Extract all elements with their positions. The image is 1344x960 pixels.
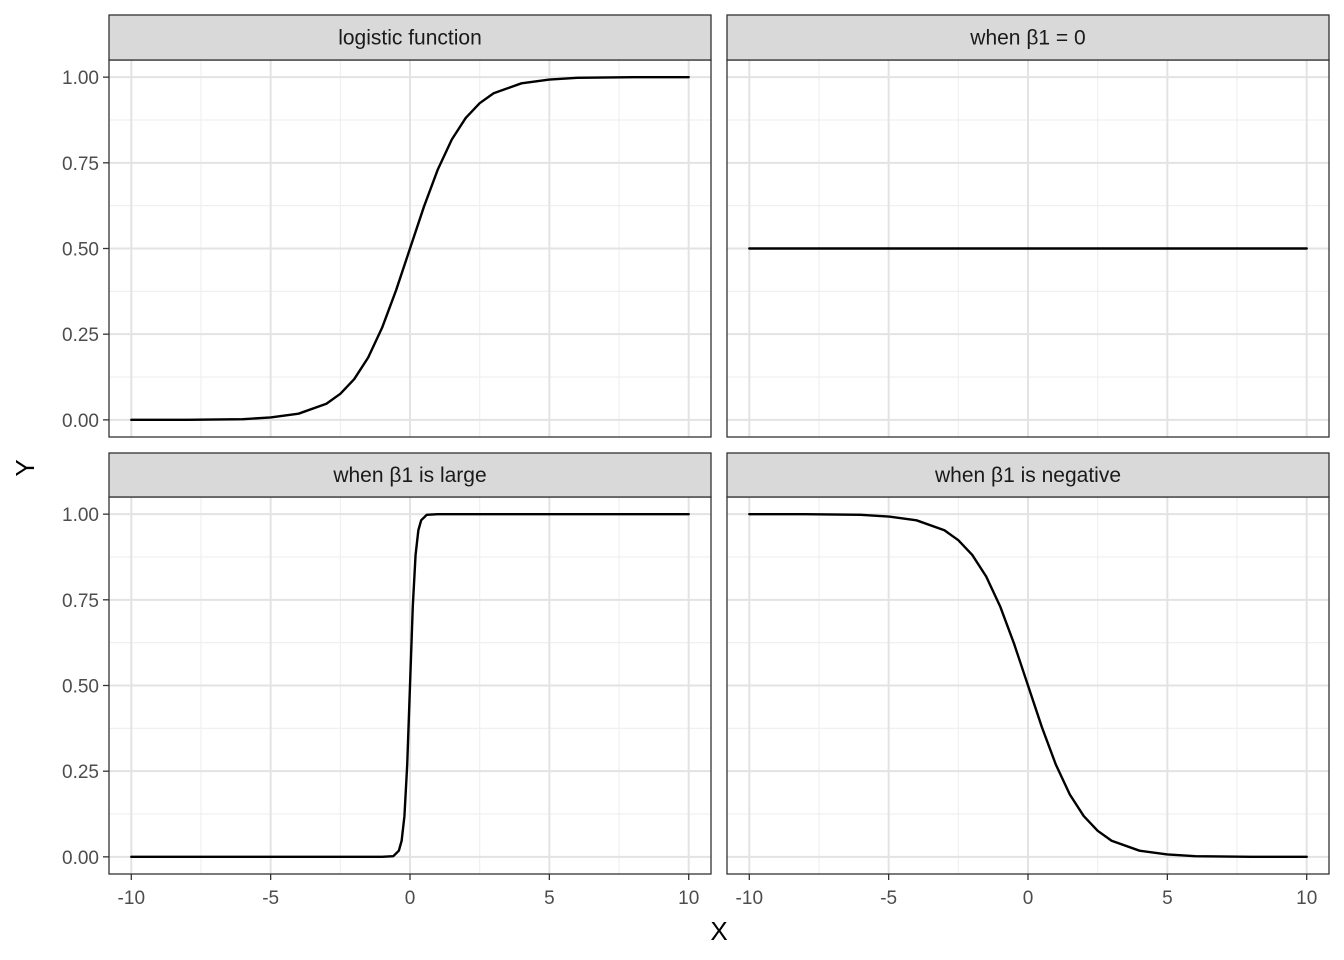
y-tick-label: 0.25: [62, 325, 99, 346]
x-axis-title: X: [710, 916, 727, 946]
panel: when β1 is large 0.00 0.25 0.50 0.75 1.00 -10 -…: [62, 452, 712, 909]
x-tick-label: 10: [678, 888, 699, 909]
panel: logistic function 0.00 0.25 0.50 0.75 1.00: [62, 14, 712, 438]
strip-label: when β1 is large: [332, 464, 486, 487]
strip-background: [726, 452, 1330, 498]
y-tick-label: 0.25: [62, 762, 99, 783]
x-tick-label: 0: [405, 888, 416, 909]
y-axis-title: Y: [10, 459, 40, 476]
x-tick-label: 0: [1023, 888, 1034, 909]
strip-label: when β1 = 0: [969, 27, 1085, 50]
x-tick-label: -10: [118, 888, 145, 909]
y-tick-label: 0.75: [62, 591, 99, 612]
strip-background: [726, 14, 1330, 61]
panel: when β1 is negative -10 -5 0 5 10: [726, 452, 1330, 909]
strip-background: [108, 14, 712, 61]
y-tick-label: 1.00: [62, 505, 99, 526]
y-tick-label: 0.75: [62, 154, 99, 175]
strip-label: logistic function: [338, 27, 482, 50]
series-line: [130, 75, 690, 422]
y-tick-label: 0.50: [62, 677, 99, 698]
y-tick-label: 0.50: [62, 240, 99, 261]
y-tick-label: 1.00: [62, 68, 99, 89]
x-tick-label: 5: [1162, 888, 1173, 909]
y-tick-label: 0.00: [62, 411, 99, 432]
x-tick-label: 5: [544, 888, 555, 909]
strip-label: when β1 is negative: [934, 464, 1121, 487]
panel: when β1 = 0: [726, 14, 1330, 438]
series-line: [748, 512, 1308, 859]
x-tick-label: -5: [262, 888, 279, 909]
y-tick-label: 0.00: [62, 848, 99, 869]
x-tick-label: -10: [736, 888, 763, 909]
panels: logistic function0.000.250.500.751.00whe…: [62, 14, 1330, 909]
x-tick-label: -5: [880, 888, 897, 909]
strip-background: [108, 452, 712, 498]
series-line: [130, 512, 690, 859]
x-tick-label: 10: [1296, 888, 1317, 909]
